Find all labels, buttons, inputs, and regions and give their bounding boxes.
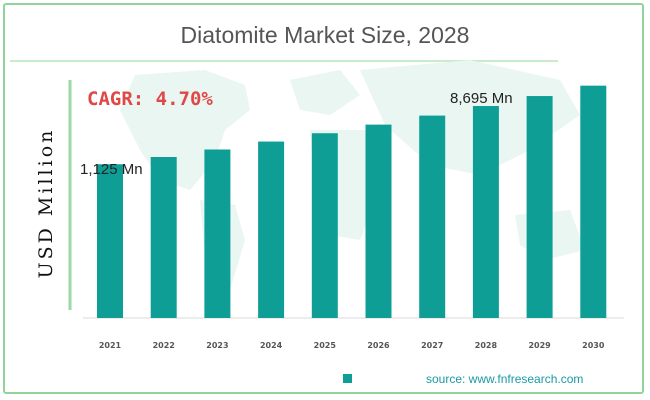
x-tick-2027: 2027 [421,341,443,350]
source-credit: source: www.fnfresearch.com [426,372,584,386]
bar-2023 [204,149,231,318]
x-tick-2025: 2025 [314,341,337,350]
x-tick-2023: 2023 [206,341,228,350]
title-divider [10,60,558,62]
x-tick-2029: 2029 [528,341,551,350]
x-tick-2028: 2028 [475,341,498,350]
bar-2021 [97,164,123,318]
bar-2025 [311,133,338,318]
bar-2027 [419,115,446,318]
bar-2022 [150,157,177,318]
x-tick-2024: 2024 [260,341,283,350]
data-label-2029: 8,695 Mn [450,90,513,107]
bar-2029 [526,96,553,318]
y-axis-label: USD Million [35,128,57,279]
bar-2024 [258,141,285,318]
bar-2030 [580,85,607,319]
legend-swatch [343,374,352,383]
x-tick-2026: 2026 [367,341,390,350]
x-tick-2030: 2030 [582,341,605,350]
cagr-annotation: CAGR: 4.70% [87,88,213,110]
data-label-2021: 1,125 Mn [80,161,143,178]
x-tick-2022: 2022 [153,341,175,350]
x-tick-labels: 2021 2022 2023 2024 2025 2026 2027 2028 2029 2030 [99,341,605,350]
bar-2028 [472,106,499,318]
chart-title: Diatomite Market Size, 2028 [180,22,470,48]
bars-group [97,85,607,319]
bar-2026 [365,124,392,318]
x-tick-2021: 2021 [99,341,122,350]
